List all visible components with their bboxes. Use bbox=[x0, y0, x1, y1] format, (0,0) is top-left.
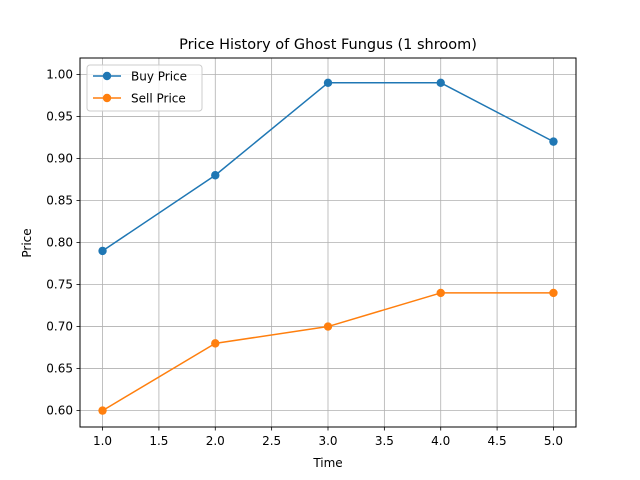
series-layer bbox=[98, 78, 558, 415]
y-tick-label: 0.80 bbox=[46, 236, 73, 250]
legend: Buy Price Sell Price bbox=[86, 64, 203, 112]
buy-price-legend-marker bbox=[102, 71, 112, 81]
sell-price-legend-marker bbox=[102, 93, 112, 103]
buy-price-point bbox=[323, 78, 333, 87]
y-tick-label: 0.85 bbox=[46, 193, 73, 207]
x-tick-label: 1.0 bbox=[93, 434, 112, 448]
grid-lines bbox=[80, 58, 576, 427]
sell-price-point bbox=[323, 322, 333, 331]
x-tick-label: 4.0 bbox=[431, 434, 450, 448]
x-tick-label: 2.0 bbox=[206, 434, 225, 448]
sell-price-point bbox=[211, 339, 220, 348]
x-axis-label: Time bbox=[312, 456, 342, 470]
y-tick-label: 0.60 bbox=[46, 404, 73, 418]
buy-price-point bbox=[436, 78, 445, 87]
x-tick-label: 4.5 bbox=[488, 434, 507, 448]
y-axis-ticks: 0.60 0.65 0.70 0.75 0.80 0.85 0.90 0.95 1.00 bbox=[46, 67, 80, 418]
sell-price-point bbox=[98, 406, 107, 415]
sell-price-point bbox=[436, 288, 445, 298]
y-tick-label: 0.75 bbox=[46, 278, 73, 292]
buy-price-point bbox=[211, 171, 220, 180]
sell-price-legend-label: Sell Price bbox=[131, 92, 186, 106]
y-tick-label: 0.70 bbox=[46, 320, 73, 334]
x-tick-label: 5.0 bbox=[544, 434, 563, 448]
y-axis-label: Price bbox=[20, 228, 34, 257]
buy-price-point bbox=[98, 246, 107, 256]
x-tick-label: 1.5 bbox=[149, 434, 168, 448]
chart-title: Price History of Ghost Fungus (1 shroom) bbox=[179, 37, 477, 53]
y-tick-label: 0.65 bbox=[46, 362, 73, 376]
y-tick-label: 0.90 bbox=[46, 151, 73, 165]
x-tick-label: 3.5 bbox=[375, 434, 394, 448]
x-tick-label: 3.0 bbox=[318, 434, 337, 448]
y-tick-label: 0.95 bbox=[46, 109, 73, 123]
y-tick-label: 1.00 bbox=[46, 67, 73, 81]
sell-price-point bbox=[549, 288, 558, 298]
buy-price-legend-label: Buy Price bbox=[131, 70, 187, 84]
x-axis-ticks: 1.0 1.5 2.0 2.5 3.0 3.5 4.0 4.5 5.0 bbox=[93, 427, 563, 448]
x-tick-label: 2.5 bbox=[262, 434, 281, 448]
buy-price-point bbox=[549, 137, 558, 146]
